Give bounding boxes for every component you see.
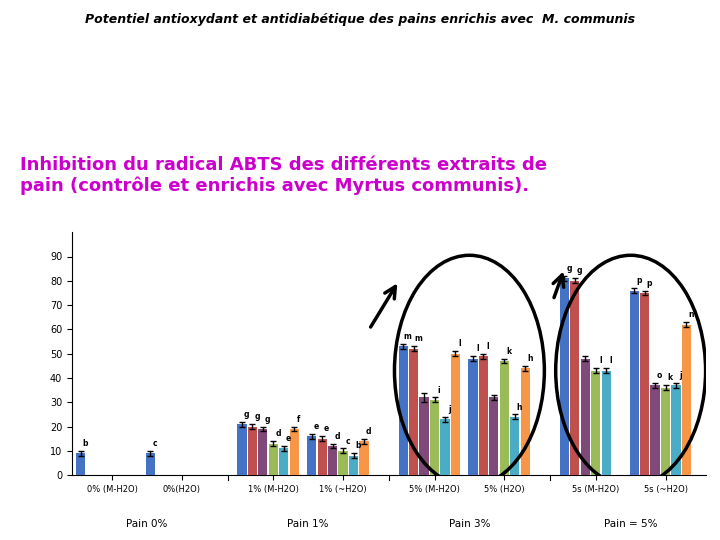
Bar	[248, 427, 257, 475]
Bar	[468, 359, 477, 475]
Bar	[510, 417, 519, 475]
Text: p: p	[647, 279, 652, 288]
Text: k: k	[506, 347, 511, 356]
Text: l: l	[610, 356, 612, 366]
Bar	[671, 386, 680, 475]
Bar	[479, 356, 488, 475]
Text: j: j	[679, 371, 682, 380]
Bar	[349, 456, 358, 475]
Bar	[238, 424, 246, 475]
Bar	[629, 291, 639, 475]
Bar	[640, 293, 649, 475]
Bar	[289, 429, 299, 475]
Bar	[76, 454, 85, 475]
Text: Pain = 5%: Pain = 5%	[604, 519, 657, 529]
Text: i: i	[438, 386, 441, 395]
Bar	[279, 448, 289, 475]
Text: p: p	[636, 276, 642, 285]
Bar	[399, 347, 408, 475]
Bar	[581, 359, 590, 475]
Bar	[430, 400, 439, 475]
Bar	[338, 451, 348, 475]
Bar	[560, 279, 569, 475]
Bar	[489, 397, 498, 475]
Text: b: b	[356, 441, 361, 450]
Text: Pain 3%: Pain 3%	[449, 519, 490, 529]
Text: g: g	[265, 415, 270, 424]
Text: d: d	[334, 431, 340, 441]
Text: Inhibition du radical ABTS des différents extraits de
pain (contrôle et enrichis: Inhibition du radical ABTS des différent…	[19, 156, 546, 195]
Bar	[269, 444, 278, 475]
Text: l: l	[459, 339, 462, 348]
Bar	[521, 368, 530, 475]
Text: e: e	[314, 422, 319, 431]
Text: Pain 0%: Pain 0%	[126, 519, 168, 529]
Bar	[258, 429, 267, 475]
Text: h: h	[516, 402, 522, 411]
Bar	[451, 354, 460, 475]
Text: k: k	[667, 373, 672, 382]
Text: d: d	[275, 429, 281, 438]
Text: n: n	[688, 310, 694, 319]
Bar	[146, 454, 155, 475]
Text: Pain 1%: Pain 1%	[287, 519, 329, 529]
Bar	[307, 436, 316, 475]
Text: l: l	[487, 342, 490, 351]
Text: c: c	[153, 439, 158, 448]
Text: d: d	[366, 427, 372, 436]
Text: g: g	[577, 266, 582, 275]
Text: g: g	[254, 412, 260, 421]
Text: g: g	[244, 410, 249, 419]
Bar	[602, 370, 611, 475]
Bar	[441, 419, 449, 475]
Bar	[500, 361, 509, 475]
Text: e: e	[286, 434, 291, 443]
Text: l: l	[599, 356, 602, 366]
Bar	[359, 441, 369, 475]
Text: c: c	[346, 436, 350, 446]
Bar	[328, 446, 337, 475]
Text: m: m	[414, 334, 422, 343]
Bar	[591, 370, 600, 475]
Bar	[650, 386, 660, 475]
Text: j: j	[449, 405, 451, 414]
Bar	[420, 397, 428, 475]
Text: f: f	[297, 415, 300, 424]
Bar	[570, 281, 580, 475]
Text: o: o	[657, 371, 662, 380]
Text: m: m	[404, 332, 412, 341]
Text: l: l	[476, 344, 479, 353]
Text: e: e	[324, 424, 329, 434]
Bar	[318, 438, 327, 475]
Text: Potentiel antioxydant et antidiabétique des pains enrichis avec  M. communis: Potentiel antioxydant et antidiabétique …	[85, 14, 635, 26]
Text: g: g	[566, 264, 572, 273]
Bar	[682, 325, 691, 475]
Text: h: h	[527, 354, 533, 363]
Text: b: b	[83, 439, 88, 448]
Bar	[409, 349, 418, 475]
Bar	[661, 388, 670, 475]
